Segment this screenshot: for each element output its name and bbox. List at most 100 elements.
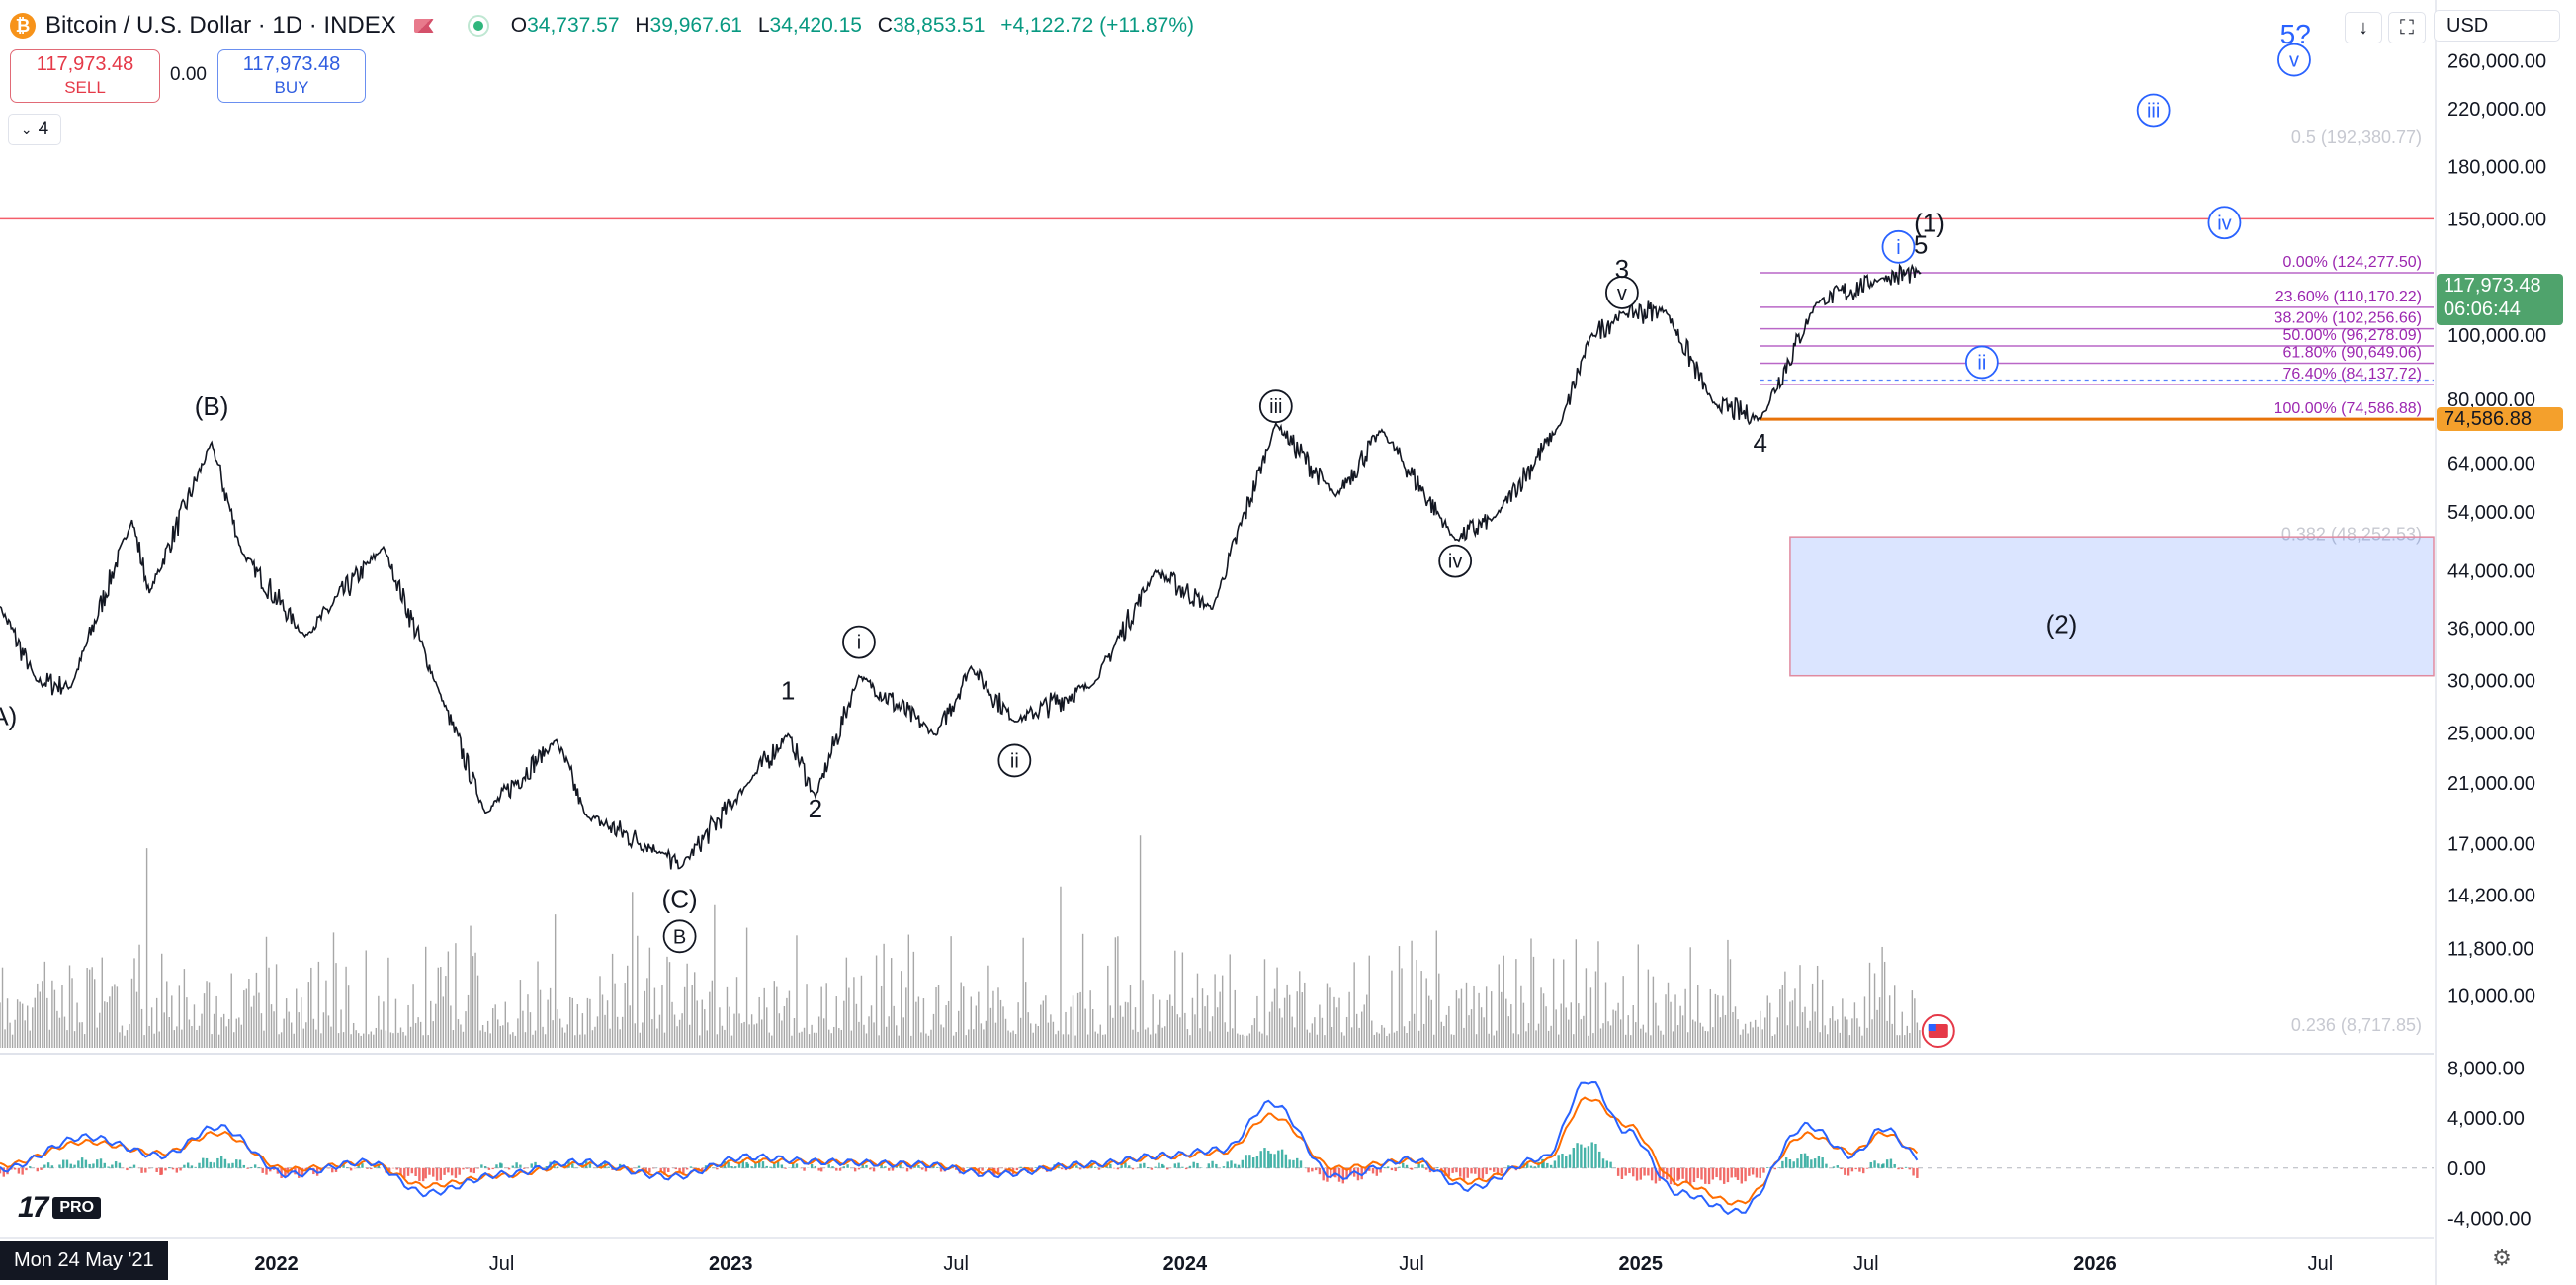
sell-label: SELL [64, 78, 106, 97]
time-axis-label: Jul [489, 1253, 515, 1275]
wave-label: 1 [781, 675, 795, 705]
wave-label: B [673, 926, 686, 948]
macd-line [0, 1080, 1919, 1216]
time-axis-label: 2022 [254, 1253, 299, 1275]
time-axis-label: Jul [1399, 1253, 1424, 1275]
chevron-down-icon: ⌄ [20, 121, 33, 137]
price-axis-tick: 30,000.00 [2447, 671, 2535, 693]
price-axis-tick: 220,000.00 [2447, 99, 2546, 121]
price-axis-tick: 21,000.00 [2447, 773, 2535, 795]
wave-label: ii [1010, 750, 1019, 772]
symbol-title[interactable]: Bitcoin / U.S. Dollar · 1D · INDEX [45, 12, 396, 39]
crosshair-date-badge: Mon 24 May '21 [0, 1241, 168, 1280]
projection-label: iii [2147, 101, 2160, 123]
fib-level-label: 61.80% (90,649.06) [2282, 345, 2422, 362]
price-axis-tick: 17,000.00 [2447, 833, 2535, 855]
time-axis-label: 2026 [2073, 1253, 2117, 1275]
wave-label: 3 [1615, 254, 1629, 284]
projection-label-circle [2136, 93, 2171, 128]
price-axis-tick: 25,000.00 [2447, 723, 2535, 744]
faint-level-label: 0.236 (8,717.85) [2291, 1015, 2422, 1035]
fib-level-label: 100.00% (74,586.88) [2275, 400, 2422, 417]
time-axis-label: Jul [943, 1253, 969, 1275]
price-axis-tick: 64,000.00 [2447, 454, 2535, 475]
fib-level-label: 38.20% (102,256.66) [2275, 310, 2422, 327]
wave-label: 2 [809, 794, 822, 823]
fullscreen-icon[interactable]: ⛶ [2388, 12, 2426, 43]
buy-price: 117,973.48 [242, 53, 341, 75]
osc-axis-tick: 8,000.00 [2447, 1059, 2525, 1080]
ohlc-values: O34,737.57 H39,967.61 L34,420.15 C38,853… [510, 14, 1195, 37]
price-axis-tick: 150,000.00 [2447, 209, 2546, 230]
price-axis-tick: 14,200.00 [2447, 886, 2535, 907]
time-axis-label: 2024 [1163, 1253, 1208, 1275]
ohlc-high: 39,967.61 [649, 14, 742, 37]
osc-axis-tick: 0.00 [2447, 1158, 2486, 1180]
wave-label-circle [1438, 544, 1473, 578]
time-axis-label: 2025 [1619, 1253, 1664, 1275]
wave-label: iv [1448, 552, 1462, 573]
projection-label: ii [1977, 352, 1986, 374]
level-price-value: 74,586.88 [2444, 408, 2532, 431]
wave-label-circle [662, 919, 697, 954]
wave-label: i [857, 633, 861, 654]
spread-value: 0.00 [170, 64, 207, 85]
price-series [0, 263, 1922, 870]
projection-label-circle [2277, 43, 2311, 77]
projection-label: iv [2217, 213, 2231, 234]
price-axis-tick: 260,000.00 [2447, 51, 2546, 73]
price-axis-tick: 80,000.00 [2447, 389, 2535, 411]
wave-label-circle [1258, 389, 1293, 424]
time-axis-label: Jul [2308, 1253, 2334, 1275]
ohlc-low: 34,420.15 [769, 14, 862, 37]
indicators-toggle-button[interactable]: ⌄ 4 [8, 114, 61, 145]
buy-button[interactable]: 117,973.48 BUY [217, 49, 366, 103]
countdown-value: 06:06:44 [2444, 299, 2521, 321]
wave-label: (C) [662, 885, 698, 914]
fib-level-label: 0.00% (124,277.50) [2282, 254, 2422, 271]
current-price-value: 117,973.48 [2444, 275, 2541, 298]
price-axis-tick: 10,000.00 [2447, 985, 2535, 1007]
buy-label: BUY [274, 78, 309, 97]
ohlc-open: 34,737.57 [527, 14, 620, 37]
ohlc-change: +4,122.72 (+11.87%) [1000, 14, 1195, 37]
wave-label: (2) [2046, 610, 2078, 640]
tv-logo-icon: 17 [18, 1191, 48, 1224]
wave-label: v [1617, 283, 1627, 304]
wave-label: (B) [195, 391, 229, 421]
current-price-badge: 117,973.48 06:06:44 [2437, 274, 2563, 326]
wave-label-circle [1605, 276, 1639, 309]
flag-icon[interactable] [413, 19, 434, 33]
download-icon[interactable]: ↓ [2345, 12, 2382, 43]
price-axis-tick: 44,000.00 [2447, 560, 2535, 582]
wave-label: (A) [0, 702, 17, 731]
price-axis-tick: 11,800.00 [2447, 938, 2534, 960]
faint-level-label: 0.5 (192,380.77) [2291, 128, 2422, 147]
projection-label-circle [2207, 206, 2242, 240]
faint-level-label: 0.382 (48,252.53) [2281, 525, 2422, 545]
price-axis-tick: 180,000.00 [2447, 156, 2546, 178]
signal-line [0, 1096, 1919, 1206]
tradingview-pro-logo: 17 PRO [18, 1191, 102, 1225]
wave-label: (1) [1914, 208, 1945, 237]
projection-label-circle [1964, 345, 1999, 380]
price-axis-tick: 36,000.00 [2447, 619, 2535, 641]
settings-gear-icon[interactable]: ⚙ [2492, 1245, 2512, 1270]
currency-select[interactable]: USD [2434, 10, 2560, 42]
sell-price: 117,973.48 [36, 53, 134, 75]
ohlc-close: 38,853.51 [892, 14, 986, 37]
bitcoin-logo-icon: ₿ [10, 13, 36, 39]
projection-label-circle [1881, 229, 1916, 264]
us-flag-canton [1928, 1024, 1936, 1031]
wave-label: iii [1269, 396, 1282, 418]
projection-label: v [2289, 50, 2299, 72]
wave-label-circle [997, 743, 1032, 778]
symbol-legend: ₿ Bitcoin / U.S. Dollar · 1D · INDEX O34… [10, 10, 1194, 42]
fib-level-label: 23.60% (110,170.22) [2275, 289, 2422, 305]
sell-button[interactable]: 117,973.48 SELL [10, 49, 160, 103]
target-zone [1789, 536, 2435, 677]
pro-badge: PRO [52, 1197, 102, 1219]
osc-axis-tick: -4,000.00 [2447, 1208, 2532, 1230]
projection-label: i [1896, 237, 1900, 259]
